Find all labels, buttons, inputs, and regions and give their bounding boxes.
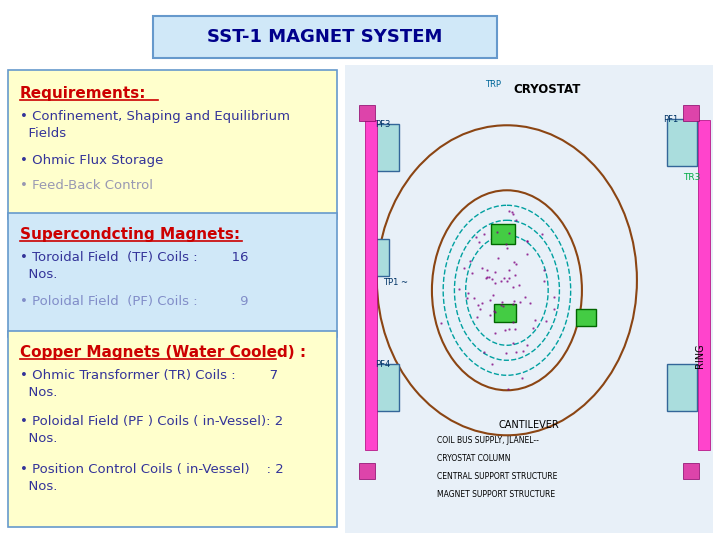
FancyBboxPatch shape — [359, 105, 375, 121]
Text: • Toroidal Field  (TF) Coils :        16
  Nos.: • Toroidal Field (TF) Coils : 16 Nos. — [20, 251, 248, 281]
Text: PF4: PF4 — [375, 360, 390, 369]
Text: TR3: TR3 — [683, 173, 701, 182]
FancyBboxPatch shape — [365, 120, 377, 450]
Text: • Position Control Coils ( in-Vessel)    : 2
  Nos.: • Position Control Coils ( in-Vessel) : … — [20, 463, 284, 493]
FancyBboxPatch shape — [8, 70, 337, 219]
FancyBboxPatch shape — [576, 309, 596, 326]
Text: SST-1 MAGNET SYSTEM: SST-1 MAGNET SYSTEM — [207, 28, 443, 46]
Text: • Ohmic Flux Storage: • Ohmic Flux Storage — [20, 154, 163, 167]
Text: Requirements:: Requirements: — [20, 86, 146, 101]
FancyBboxPatch shape — [369, 364, 399, 411]
Text: MAGNET SUPPORT STRUCTURE: MAGNET SUPPORT STRUCTURE — [437, 490, 555, 499]
Text: TRP: TRP — [485, 80, 501, 89]
Text: COIL BUS SUPPLY, JLANEL--: COIL BUS SUPPLY, JLANEL-- — [437, 436, 539, 445]
FancyBboxPatch shape — [345, 65, 713, 533]
FancyBboxPatch shape — [667, 364, 697, 411]
Text: CRYOSTAT: CRYOSTAT — [513, 83, 581, 96]
Text: • Poloidal Field  (PF) Coils :          9: • Poloidal Field (PF) Coils : 9 — [20, 295, 248, 308]
FancyBboxPatch shape — [667, 119, 697, 166]
Text: CANTILEVER: CANTILEVER — [499, 420, 559, 430]
FancyBboxPatch shape — [698, 120, 710, 450]
FancyBboxPatch shape — [8, 213, 337, 337]
FancyBboxPatch shape — [491, 224, 515, 244]
FancyBboxPatch shape — [494, 304, 516, 322]
FancyBboxPatch shape — [683, 105, 699, 121]
Text: Supercondcting Magnets:: Supercondcting Magnets: — [20, 227, 240, 242]
Text: Copper Magnets (Water Cooled) :: Copper Magnets (Water Cooled) : — [20, 345, 306, 360]
Text: RING: RING — [695, 343, 705, 368]
Text: TP1 ~: TP1 ~ — [383, 278, 408, 287]
FancyBboxPatch shape — [359, 463, 375, 479]
Text: • Confinement, Shaping and Equilibrium
  Fields: • Confinement, Shaping and Equilibrium F… — [20, 110, 290, 140]
Text: PF3: PF3 — [375, 120, 390, 129]
FancyBboxPatch shape — [153, 16, 497, 58]
Text: • Ohmic Transformer (TR) Coils :        7
  Nos.: • Ohmic Transformer (TR) Coils : 7 Nos. — [20, 369, 278, 399]
Text: • Poloidal Field (PF ) Coils ( in-Vessel): 2
  Nos.: • Poloidal Field (PF ) Coils ( in-Vessel… — [20, 415, 283, 445]
FancyBboxPatch shape — [369, 124, 399, 171]
FancyBboxPatch shape — [683, 463, 699, 479]
Text: CRYOSTAT COLUMN: CRYOSTAT COLUMN — [437, 454, 510, 463]
Text: PF1: PF1 — [663, 115, 678, 124]
FancyBboxPatch shape — [8, 331, 337, 527]
Text: CENTRAL SUPPORT STRUCTURE: CENTRAL SUPPORT STRUCTURE — [437, 472, 557, 481]
FancyBboxPatch shape — [369, 239, 389, 276]
Text: • Feed-Back Control: • Feed-Back Control — [20, 179, 153, 192]
